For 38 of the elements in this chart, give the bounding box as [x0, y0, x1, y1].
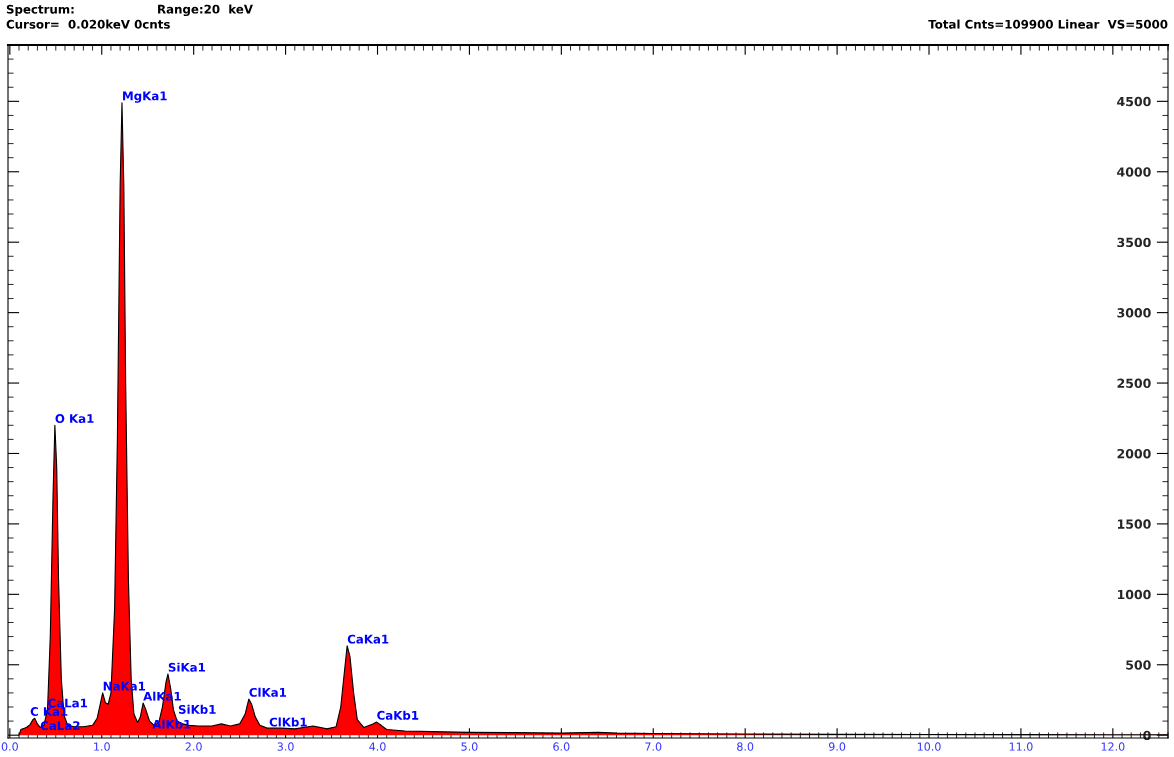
x-tick-label: 6.0: [553, 742, 570, 751]
y-tick-label: 0: [1143, 730, 1151, 741]
annotation: ClKa1: [249, 687, 287, 697]
x-tick-label: 5.0: [461, 742, 478, 751]
annotation: SiKb1: [178, 704, 216, 714]
x-tick-label: 7.0: [645, 742, 662, 751]
y-tick-label: 2000: [1117, 448, 1151, 459]
x-tick-label: 10.0: [917, 742, 941, 751]
x-tick-label: 0.0: [1, 742, 18, 751]
x-tick-label: 11.0: [1009, 742, 1033, 751]
x-tick-label: 12.0: [1101, 742, 1125, 751]
x-tick-label: 1.0: [94, 742, 110, 751]
annotation: O Ka1: [55, 414, 94, 424]
y-tick-label: 3000: [1117, 308, 1151, 318]
x-tick-label: 3.0: [277, 742, 294, 751]
y-tick-label: 3500: [1117, 237, 1151, 248]
annotation: CaKb1: [377, 710, 419, 720]
annotation: MgKa1: [123, 91, 167, 103]
y-tick-label: 1500: [1117, 519, 1151, 529]
annotation: SiKa1: [168, 662, 205, 672]
y-tick-label: 4500: [1117, 96, 1151, 107]
annotation: CaKa1: [347, 634, 389, 644]
text: Range:20 keV: [158, 4, 253, 16]
x-tick-label: 9.0: [828, 742, 846, 751]
text: Spectrum:: [6, 4, 74, 16]
annotation: CaLa2: [40, 721, 80, 731]
text: Total Cnts=109900 Linear VS=5000: [928, 19, 1168, 29]
annotation: NaKa1: [103, 681, 146, 691]
y-tick-label: 500: [1126, 660, 1151, 670]
x-tick-label: 2.0: [185, 742, 202, 751]
x-tick-label: 8.0: [737, 742, 754, 751]
annotation: ClKb1: [269, 717, 307, 727]
y-tick-label: 1000: [1117, 589, 1151, 600]
y-tick-label: 4000: [1117, 167, 1151, 177]
text: Cursor= 0.020keV 0cnts: [6, 19, 170, 29]
x-tick-label: 4.0: [369, 742, 386, 751]
annotation: AlKb1: [152, 719, 191, 729]
y-tick-label: 2500: [1117, 378, 1151, 388]
